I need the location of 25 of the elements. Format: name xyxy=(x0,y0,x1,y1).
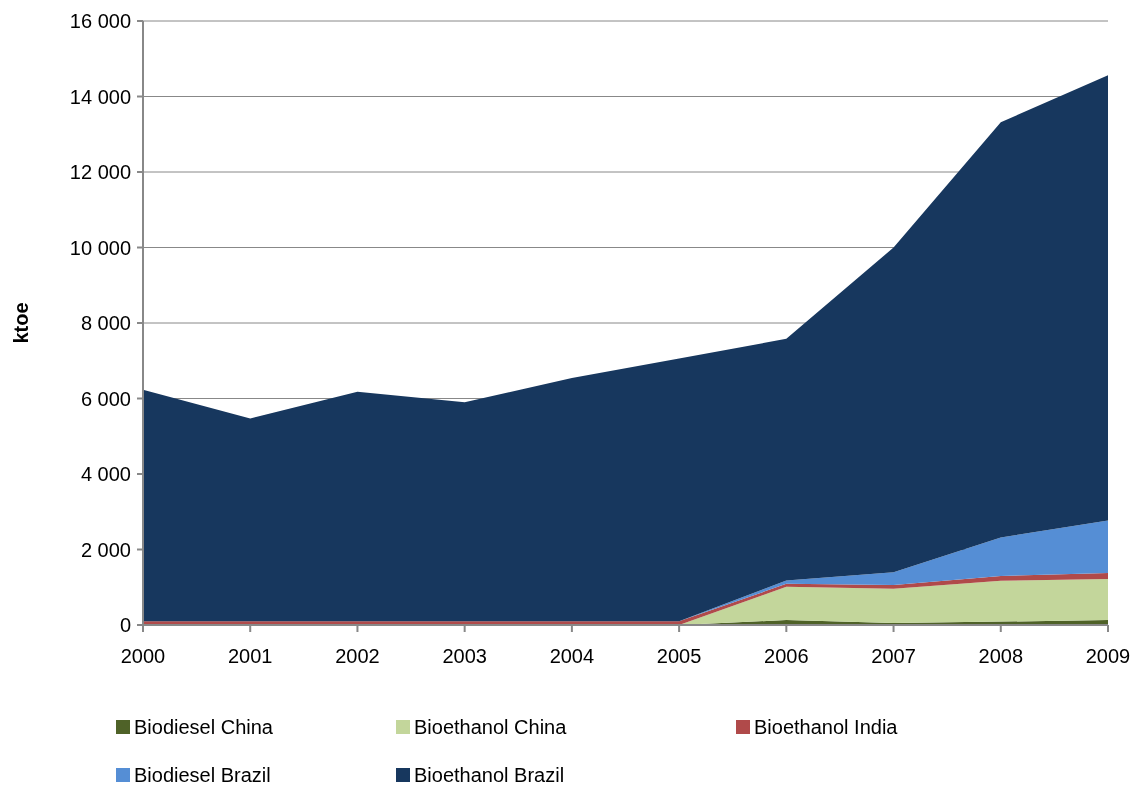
x-tick-label: 2008 xyxy=(978,645,1024,667)
legend-label: Bioethanol India xyxy=(754,716,899,738)
y-tick-label: 0 xyxy=(119,614,131,636)
x-tick-label: 2001 xyxy=(227,645,273,667)
y-axis-title: ktoe xyxy=(10,302,32,344)
legend-label: Bioethanol China xyxy=(414,716,568,738)
x-tick-label: 2003 xyxy=(442,645,487,667)
x-tick-label: 2006 xyxy=(764,645,809,667)
x-tick-label: 2004 xyxy=(549,645,595,667)
y-tick-label: 14 000 xyxy=(69,85,131,108)
y-tick-label: 2 000 xyxy=(80,538,131,561)
y-tick-label: 12 000 xyxy=(69,161,131,183)
x-tick-label: 2000 xyxy=(120,645,166,667)
x-tick-label: 2009 xyxy=(1085,645,1131,667)
x-tick-label: 2007 xyxy=(871,645,916,667)
x-tick-label: 2002 xyxy=(335,645,380,667)
y-tick-label: 4 000 xyxy=(80,463,131,485)
legend-label: Biodiesel Brazil xyxy=(134,764,271,786)
y-tick-label: 16 000 xyxy=(69,10,131,32)
x-tick-label: 2005 xyxy=(656,645,702,667)
y-tick-label: 6 000 xyxy=(80,387,131,410)
y-tick-label: 8 000 xyxy=(80,312,131,334)
y-tick-label: 10 000 xyxy=(69,236,131,259)
legend-label: Biodiesel China xyxy=(134,716,274,738)
legend-label: Bioethanol Brazil xyxy=(414,764,565,786)
